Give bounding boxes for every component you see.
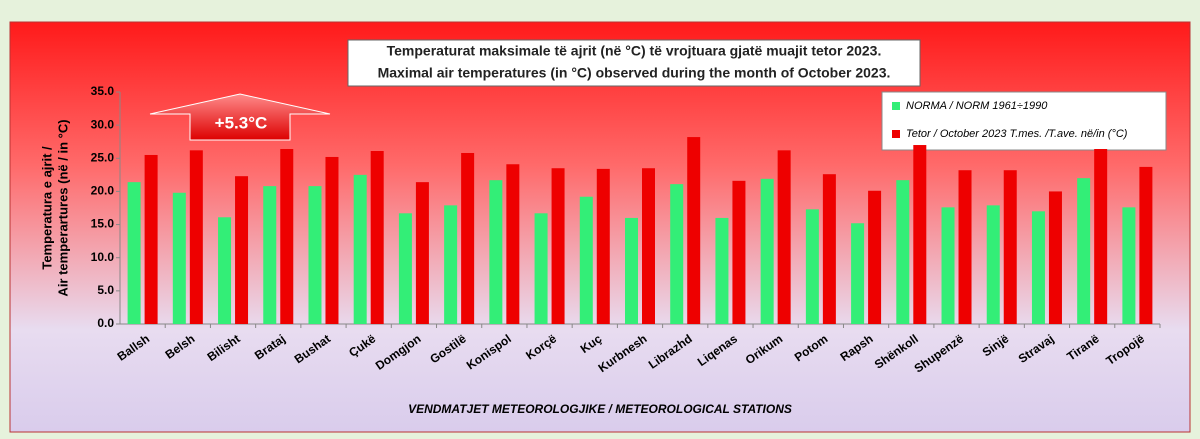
chart-title: Temperaturat maksimale të ajrit (në °C) …	[387, 43, 882, 59]
y-axis-label: Air temperartures (në / in °C)	[55, 119, 70, 296]
bar	[551, 168, 565, 324]
bar	[218, 217, 232, 324]
legend-swatch	[892, 102, 900, 110]
bar	[325, 156, 339, 324]
bar	[868, 190, 882, 324]
legend-label: Tetor / October 2023 T.mes. /T.ave. në/i…	[906, 128, 1128, 140]
bar	[732, 180, 746, 324]
bar	[896, 180, 910, 324]
y-tick-label: 20.0	[91, 184, 115, 198]
y-tick-label: 10.0	[91, 250, 115, 264]
y-tick-label: 5.0	[97, 283, 114, 297]
bar	[415, 182, 429, 324]
bar	[941, 207, 955, 324]
x-axis-label: VENDMATJET METEOROLOGJIKE / METEOROLOGIC…	[408, 402, 792, 416]
bar	[1122, 207, 1136, 324]
bar	[642, 168, 655, 324]
bar	[760, 178, 774, 324]
legend-swatch	[892, 130, 900, 138]
bar	[805, 209, 819, 324]
bar	[715, 217, 729, 324]
bar	[986, 205, 1000, 324]
bar	[353, 174, 367, 324]
bar	[851, 223, 865, 324]
bar	[913, 145, 927, 324]
bar	[534, 213, 548, 324]
y-tick-label: 0.0	[97, 316, 114, 330]
bar	[506, 164, 520, 324]
bar	[1003, 170, 1017, 324]
legend-box	[881, 91, 1167, 151]
bar	[398, 213, 412, 324]
bar	[687, 137, 701, 324]
bar	[1077, 178, 1091, 324]
bar	[127, 182, 141, 324]
y-tick-label: 25.0	[91, 150, 115, 164]
bar	[461, 152, 475, 324]
bar	[596, 168, 610, 324]
bar	[1094, 149, 1108, 324]
bar	[670, 184, 684, 324]
title-box	[347, 39, 921, 87]
legend-label: NORMA / NORM 1961÷1990	[906, 100, 1048, 112]
bar	[235, 176, 249, 324]
bar	[489, 180, 503, 324]
bar	[172, 192, 186, 324]
bar	[777, 150, 791, 324]
annotation: +5.3°C	[215, 113, 268, 132]
bar	[958, 170, 972, 324]
bar	[189, 150, 203, 324]
chart-subtitle: Maximal air temperatures (in °C) observe…	[378, 65, 891, 81]
bar	[1048, 191, 1062, 324]
bar	[370, 150, 384, 324]
bar	[280, 149, 294, 324]
bar	[444, 205, 458, 324]
bar	[1031, 211, 1045, 324]
bar	[579, 196, 593, 324]
bar	[144, 154, 158, 324]
bar	[822, 174, 836, 324]
y-axis-label: Temperatura e ajrit /	[39, 146, 54, 270]
y-tick-label: 15.0	[91, 217, 115, 231]
bar	[308, 186, 322, 324]
bar	[625, 217, 638, 324]
bar	[263, 186, 277, 324]
y-tick-label: 35.0	[91, 84, 115, 98]
arrow	[149, 93, 331, 141]
bar	[1139, 166, 1153, 324]
y-tick-label: 30.0	[91, 117, 115, 131]
